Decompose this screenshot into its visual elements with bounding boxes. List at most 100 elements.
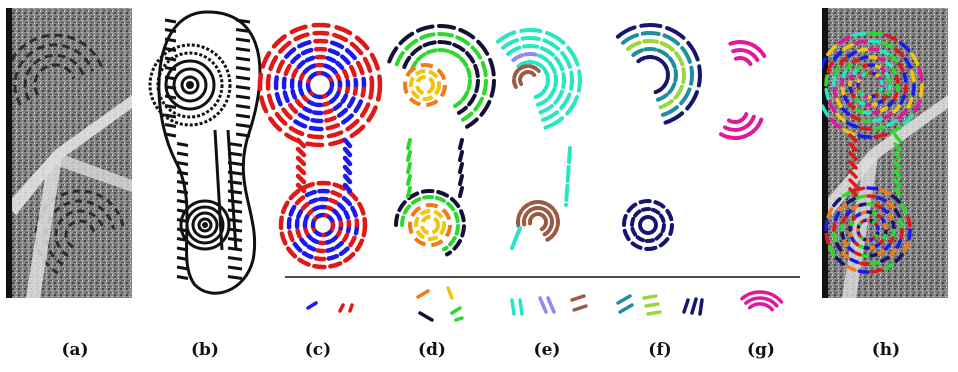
segment	[549, 89, 554, 98]
segment	[303, 204, 308, 208]
caption-d: (d)	[412, 340, 452, 360]
segment	[657, 234, 661, 238]
overlay-segment	[909, 230, 910, 239]
segment	[344, 235, 347, 241]
overlay-segment	[876, 66, 880, 68]
segment	[483, 63, 486, 75]
segment	[699, 66, 700, 85]
exemplar-segment	[684, 300, 688, 312]
segment	[514, 71, 517, 78]
segment	[334, 211, 337, 214]
exemplar-segment	[618, 296, 630, 303]
overlay-segment	[885, 224, 886, 228]
segment	[461, 59, 466, 66]
segment	[529, 72, 533, 74]
segment	[286, 66, 290, 74]
segment	[642, 218, 644, 220]
exemplar-segment	[572, 296, 584, 300]
segment	[269, 96, 273, 108]
segment	[490, 60, 494, 75]
overlay-segment	[861, 128, 870, 129]
segment	[304, 108, 310, 111]
segment	[733, 50, 755, 57]
segment	[276, 77, 277, 88]
segment	[418, 54, 424, 59]
segment	[644, 41, 657, 42]
segment	[331, 99, 335, 102]
segment	[297, 198, 303, 204]
segment	[298, 230, 300, 236]
segment	[277, 114, 285, 124]
segment	[444, 248, 447, 250]
exemplar-row	[308, 288, 781, 320]
shoe-outline	[159, 12, 260, 293]
overlay-segment	[855, 188, 864, 190]
segment	[291, 207, 295, 215]
segment	[675, 87, 682, 98]
segment	[369, 108, 376, 121]
segment	[729, 120, 730, 121]
segment	[643, 209, 649, 210]
exemplar-segment	[512, 300, 514, 314]
shoe-tread	[165, 20, 176, 22]
segment	[328, 58, 334, 61]
segment	[476, 81, 478, 91]
segment	[425, 42, 435, 45]
segment	[664, 63, 667, 69]
segment	[539, 202, 545, 204]
segment	[300, 89, 302, 94]
segment	[721, 134, 724, 135]
segment	[268, 76, 269, 89]
segment	[271, 57, 276, 69]
segment	[291, 191, 299, 198]
segment	[556, 58, 562, 69]
segment	[357, 241, 362, 250]
segment	[324, 103, 329, 104]
overlay-segment	[908, 217, 910, 226]
segment	[292, 27, 306, 32]
segment	[346, 212, 349, 218]
segment	[658, 95, 667, 100]
segment	[633, 229, 636, 235]
overlay-segment	[856, 41, 865, 43]
segment	[541, 106, 552, 112]
exemplar-segment	[420, 313, 432, 320]
segment	[548, 205, 553, 209]
segment	[330, 50, 338, 53]
segment	[330, 263, 340, 266]
segment	[736, 58, 749, 62]
segment	[315, 208, 319, 210]
overlay-segment	[884, 236, 886, 239]
shoe-tread	[228, 267, 242, 269]
segment	[641, 201, 650, 202]
segment	[326, 241, 330, 242]
segment	[655, 225, 656, 228]
shoe-tread	[177, 201, 188, 203]
overlay-segment	[834, 234, 836, 241]
exemplar-segment	[644, 296, 656, 298]
segment	[305, 69, 309, 72]
segment	[301, 74, 303, 78]
segment	[455, 102, 461, 106]
segment	[325, 111, 332, 113]
overlay-segment	[897, 76, 898, 82]
segment	[343, 116, 351, 123]
segment	[555, 92, 562, 103]
panel-g-segments	[721, 42, 764, 138]
shoe-tread	[228, 277, 242, 279]
caption-c: (c)	[298, 340, 338, 360]
segment	[330, 140, 344, 144]
segment	[667, 211, 671, 219]
shoe-tread	[165, 68, 176, 70]
overlay-segment	[893, 222, 894, 227]
shoe-tread	[165, 125, 176, 127]
segment	[362, 105, 368, 116]
segment	[536, 63, 542, 67]
segment	[280, 43, 289, 52]
overlay-segment	[852, 93, 854, 97]
overlay-segment	[874, 213, 877, 215]
segment	[260, 75, 261, 90]
segment	[428, 50, 436, 52]
overlay-segment	[879, 215, 882, 218]
overlay-segment	[868, 204, 873, 205]
